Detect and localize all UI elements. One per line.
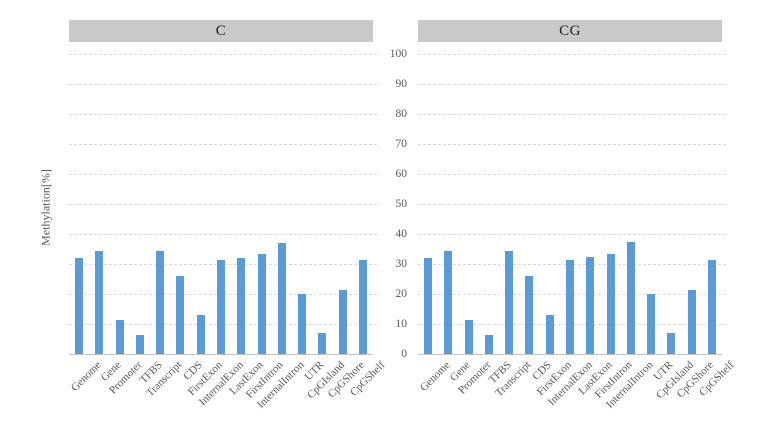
- bar-tfbs: [135, 335, 144, 354]
- x-axis-line: [69, 354, 373, 355]
- x-axis-line: [418, 354, 722, 355]
- bar-genome: [75, 257, 84, 354]
- y-axis-tick-labels: 100 90 80 70 60 50 40 30 20 10 0: [373, 48, 418, 360]
- gridline: [69, 174, 377, 175]
- bar-lastexon: [237, 257, 246, 354]
- bar-firstintron: [606, 254, 615, 354]
- y-tick-label: 40: [395, 228, 408, 240]
- x-axis-label: Genome: [68, 359, 104, 394]
- y-tick-label: 30: [395, 258, 408, 270]
- bar-transcript: [505, 251, 514, 354]
- gridline: [418, 204, 726, 205]
- bar-utr: [647, 293, 656, 354]
- y-tick-label: 100: [389, 48, 407, 60]
- gridline: [69, 144, 377, 145]
- gridline: [418, 84, 726, 85]
- bar-gene: [95, 251, 104, 354]
- bar-cpgisland: [667, 332, 676, 354]
- bar-tfbs: [484, 335, 493, 354]
- bar-cpgshelf: [358, 259, 367, 354]
- gridline: [69, 84, 377, 85]
- y-tick-label: 50: [395, 198, 408, 210]
- gridline: [418, 234, 726, 235]
- bar-internalintron: [277, 242, 286, 354]
- bar-firstexon: [196, 314, 205, 354]
- bar-genome: [424, 257, 433, 354]
- bar-gene: [444, 251, 453, 354]
- gridline: [69, 114, 377, 115]
- bar-firstintron: [257, 254, 266, 354]
- y-tick-label: 90: [395, 78, 408, 90]
- gridline: [69, 54, 377, 55]
- y-tick-label: 80: [395, 108, 408, 120]
- gridline: [69, 234, 377, 235]
- bar-promoter: [115, 319, 124, 354]
- bar-internalintron: [626, 242, 635, 354]
- gridline: [418, 54, 726, 55]
- plot-area-c: Genome Gene Promoter TFBS Transcript CDS First…: [69, 54, 387, 411]
- y-tick-label: 10: [395, 318, 408, 330]
- bar-firstexon: [545, 314, 554, 354]
- bar-internalexon: [566, 259, 574, 354]
- y-axis-title: Methylation[%]: [38, 169, 53, 246]
- bar-cpgshore: [687, 290, 696, 354]
- bar-lastexon: [586, 257, 595, 354]
- y-tick-label: 60: [395, 168, 408, 180]
- bar-cds: [525, 275, 534, 354]
- y-tick-label: 70: [395, 138, 408, 150]
- bar-transcript: [156, 251, 165, 354]
- gridline: [418, 114, 726, 115]
- panel-header-cg: CG: [418, 20, 722, 42]
- bar-cds: [176, 276, 185, 354]
- gridline: [69, 204, 377, 205]
- bar-cpgshelf: [707, 260, 716, 354]
- panel-header-c: C: [69, 20, 373, 42]
- bar-cpgisland: [318, 332, 327, 354]
- bar-internalexon: [217, 259, 225, 354]
- bar-utr: [298, 293, 307, 354]
- bar-promoter: [464, 319, 473, 354]
- y-tick-label: 0: [401, 348, 407, 360]
- gridline: [418, 174, 726, 175]
- x-axis-label: Genome: [417, 359, 453, 394]
- y-tick-label: 20: [395, 288, 408, 300]
- plot-area-cg: Genome Gene Promoter TFBS Transcript CDS First…: [418, 54, 736, 411]
- gridline: [418, 144, 726, 145]
- bar-cpgshore: [338, 290, 347, 354]
